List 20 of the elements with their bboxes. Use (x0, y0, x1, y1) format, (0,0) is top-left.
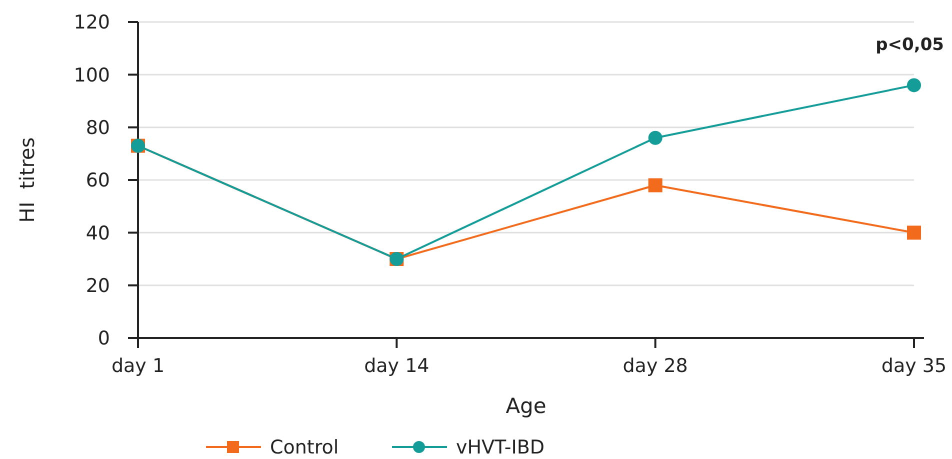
annotation: p<0,05 (876, 35, 944, 55)
y-tick-label: 20 (86, 274, 110, 297)
y-tick-label: 40 (86, 222, 110, 244)
point (648, 178, 662, 192)
x-tick-label: day 14 (364, 355, 430, 377)
y-tick-label: 100 (74, 64, 110, 86)
y-tick-label: 120 (74, 12, 110, 34)
y-axis-title: HI titres (15, 137, 39, 223)
x-tick-label: day 1 (111, 355, 165, 377)
y-tick-label: 80 (86, 116, 110, 139)
point (907, 78, 921, 92)
point (648, 130, 662, 145)
x-axis-title: Age (506, 394, 546, 418)
point (907, 226, 921, 240)
legend-label: Control (270, 436, 339, 459)
legend-label: vHVT-IBD (456, 436, 545, 459)
y-tick-label: 60 (86, 170, 110, 192)
y-tick-label: 0 (98, 328, 110, 350)
x-tick-label: day 35 (881, 355, 947, 377)
x-tick-label: day 28 (622, 355, 688, 377)
